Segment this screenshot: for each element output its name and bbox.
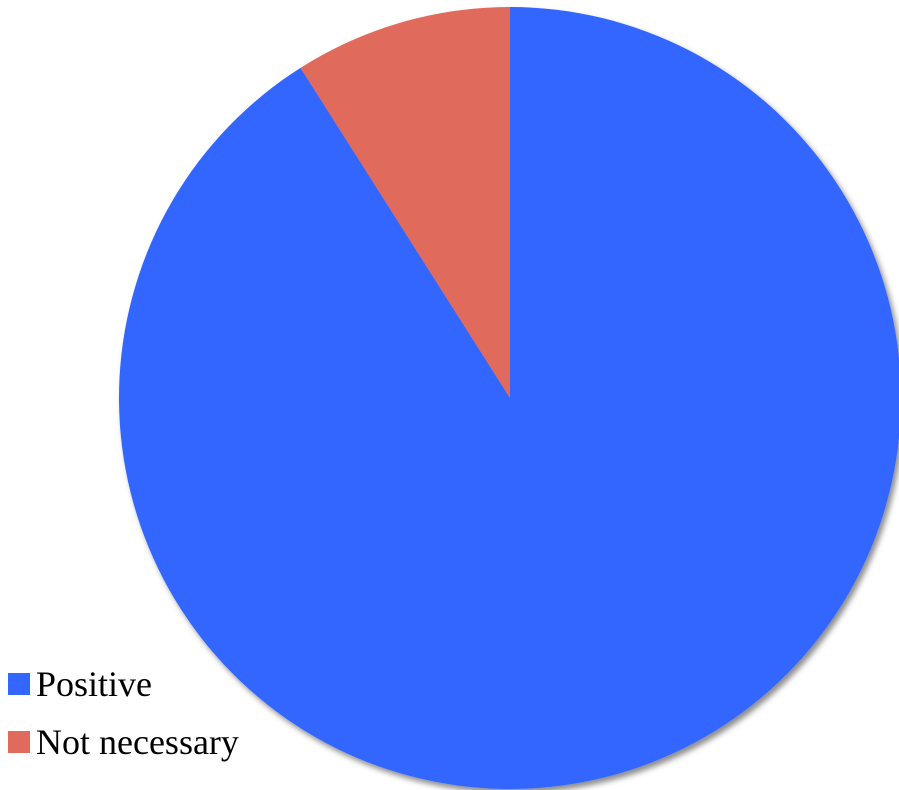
legend-label-not-necessary: Not necessary — [36, 722, 239, 762]
pie-slice-positive — [119, 7, 899, 789]
legend-swatch-not-necessary — [8, 731, 30, 753]
chart-legend: Positive Not necessary — [8, 655, 239, 771]
pie-slice-not-necessary — [300, 7, 510, 398]
legend-item-positive: Positive — [8, 655, 239, 713]
legend-swatch-positive — [8, 673, 30, 695]
legend-label-positive: Positive — [36, 664, 153, 704]
legend-item-not-necessary: Not necessary — [8, 713, 239, 771]
